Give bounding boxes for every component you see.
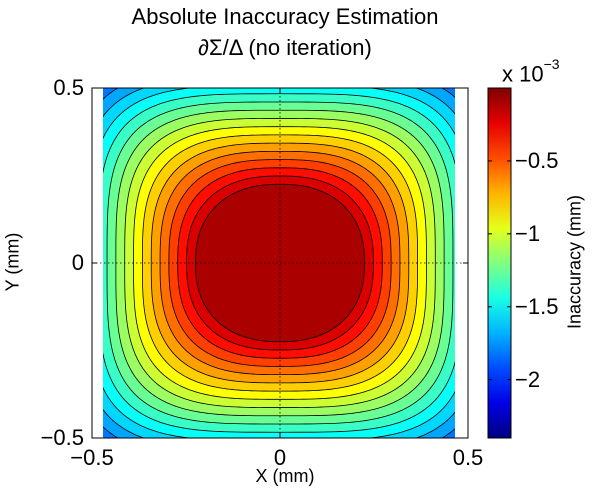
y-axis-label: Y (mm) <box>2 232 23 292</box>
axis-tick-marks <box>91 87 469 439</box>
colorbar-multiplier-exponent: −3 <box>543 56 560 72</box>
colorbar-multiplier-base: x 10 <box>502 61 544 87</box>
colorbar-multiplier: x 10−3 <box>502 56 560 87</box>
x-tick-label: 0 <box>273 445 287 470</box>
colorbar-tick-label: −2 <box>515 366 541 392</box>
colorbar-tick-label: −0.5 <box>515 147 559 173</box>
x-tick-label: 0.5 <box>452 445 484 470</box>
chart-title: Absolute Inaccuracy Estimation <box>131 4 439 29</box>
chart-subtitle: ∂Σ/Δ (no iteration) <box>198 35 372 60</box>
y-tick-label: 0.5 <box>53 75 84 100</box>
x-tick-label: −0.5 <box>70 445 114 470</box>
zero-gridlines <box>92 88 468 438</box>
y-tick-label: 0 <box>71 250 84 275</box>
colorbar-tick-label: −1 <box>515 220 541 246</box>
colorbar <box>487 87 512 439</box>
colorbar-tick-label: −1.5 <box>515 293 559 319</box>
x-axis-label: X (mm) <box>255 466 315 486</box>
colorbar-label: Inaccuracy (mm) <box>564 194 585 330</box>
y-tick-label: −0.5 <box>40 425 84 450</box>
colorbar-tick-marks <box>488 160 511 381</box>
